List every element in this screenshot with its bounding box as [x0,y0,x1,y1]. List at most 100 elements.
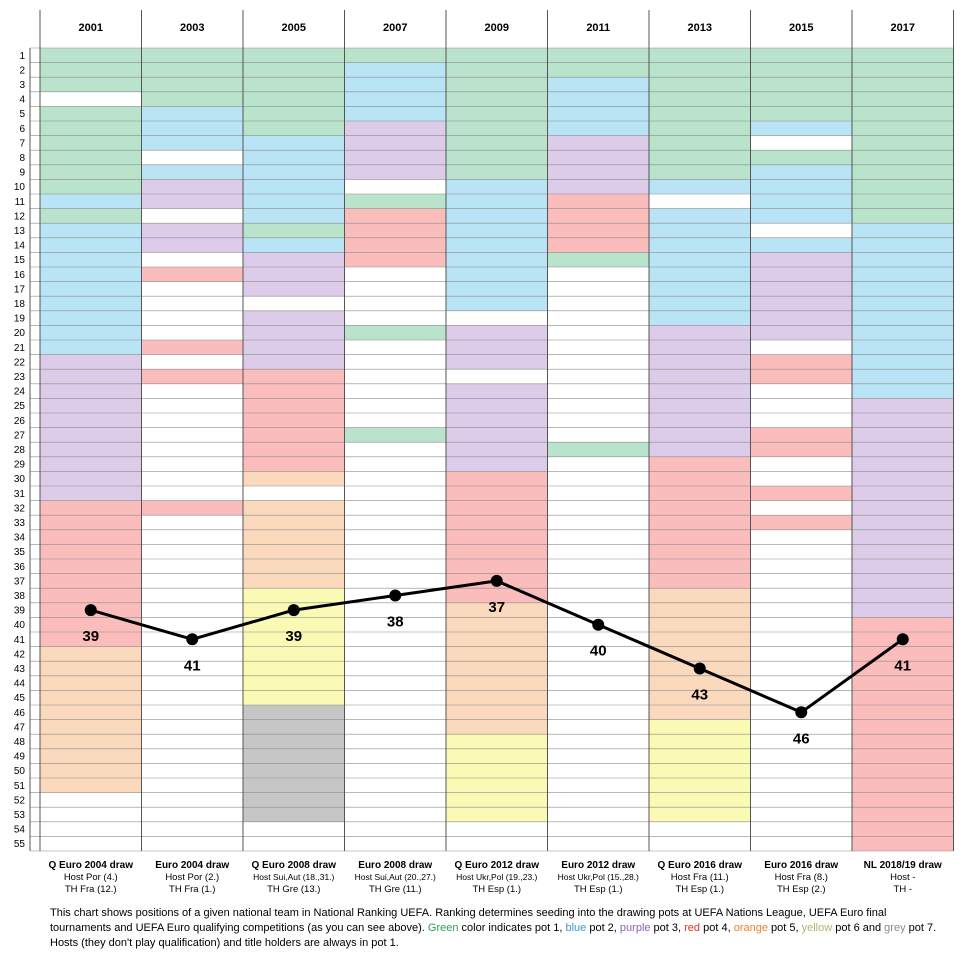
y-tick-label: 37 [14,576,26,587]
ranking-point [896,633,909,646]
pot-cell-none [446,369,548,384]
pot-cell-pot1 [750,48,852,121]
y-tick-label: 1 [19,51,25,62]
y-tick-label: 5 [19,109,25,120]
pot-cell-pot4 [141,267,243,282]
pot-cell-pot2 [40,194,142,209]
desc-green: Green [427,922,459,934]
y-tick-label: 13 [14,226,26,237]
desc-purple: purple [619,922,651,934]
ranking-point [693,662,706,675]
year-label: 2005 [282,22,306,34]
ranking-value-label: 39 [82,628,99,645]
y-tick-label: 17 [14,284,26,295]
desc-part8: pot 7. Hosts (they don't play qualificat… [50,922,937,949]
pot-cell-pot1 [547,252,649,267]
pot-cell-pot4 [243,369,345,472]
desc-part1: This chart shows positions of a given na… [50,907,887,934]
column-event-label: Q Euro 2004 draw [49,860,134,871]
y-tick-label: 27 [14,430,26,441]
column-holder-label: TH - [894,884,912,895]
y-tick-label: 25 [14,401,26,412]
column-host-label: Host Por (2.) [165,872,219,883]
column-holder-label: TH Fra (1.) [169,884,215,895]
y-tick-label: 18 [14,299,26,310]
pot-cell-pot2 [141,106,243,151]
pot-cell-pot1 [243,223,345,238]
y-tick-label: 39 [14,606,26,617]
y-tick-label: 33 [14,518,26,529]
pot-cell-none [344,179,446,194]
y-tick-label: 24 [14,387,26,398]
chart-description: This chart shows positions of a given na… [50,906,950,951]
year-label: 2001 [79,22,103,34]
y-tick-label: 52 [14,795,26,806]
y-tick-label: 41 [14,635,26,646]
y-tick-label: 2 [19,65,25,76]
pot-cell-pot2 [243,237,345,253]
y-tick-label: 53 [14,810,26,821]
column-host-label: Host Fra (11.) [671,872,729,883]
column-host-label: Host Sui,Aut (20.,27.) [355,872,436,882]
pot-cell-none [243,296,345,311]
y-tick-label: 16 [14,270,26,281]
pot-cell-none [750,383,852,428]
y-tick-label: 19 [14,314,26,325]
column-event-label: Euro 2004 draw [155,860,229,871]
pot-cell-none [141,515,243,851]
pot-cell-pot4 [141,500,243,516]
column-event-label: Euro 2008 draw [358,860,432,871]
ranking-point [592,618,605,631]
column-holder-label: TH Esp (1.) [472,884,521,895]
grid-lines [29,10,954,852]
year-label: 2003 [180,22,204,34]
pot-cell-pot3 [649,325,751,457]
y-tick-label: 31 [14,489,26,500]
ranking-point [389,589,402,602]
pot-cell-pot4 [750,486,852,501]
y-tick-label: 47 [14,722,26,733]
y-tick-label: 29 [14,460,26,471]
pot-cell-pot1 [649,48,751,180]
column-host-label: Host Ukr,Pol (15.,28.) [558,872,639,882]
y-tick-label: 55 [14,839,26,850]
pot-cell-none [141,252,243,267]
y-tick-label: 34 [14,533,26,544]
column-event-label: Q Euro 2016 draw [658,860,743,871]
pot-cell-none [750,500,852,516]
y-tick-label: 22 [14,357,26,368]
ranking-value-label: 46 [793,730,810,747]
pot-cell-none [141,208,243,224]
y-tick-label: 6 [19,124,25,135]
pot-cells [40,48,954,851]
y-tick-label: 28 [14,445,26,456]
y-tick-label: 40 [14,620,26,631]
ranking-value-label: 38 [387,614,404,631]
y-tick-label: 3 [19,80,25,91]
pot-cell-pot4 [141,340,243,355]
pot-cell-pot5 [446,602,548,735]
column-event-label: Q Euro 2012 draw [455,860,540,871]
y-tick-label: 49 [14,752,26,763]
pot-cell-none [750,340,852,355]
desc-red: red [684,922,701,934]
column-host-label: Host Sui,Aut (18.,31.) [253,872,334,882]
y-tick-label: 35 [14,547,26,558]
pot-cell-pot5 [243,471,345,486]
year-label: 2013 [688,22,712,34]
y-tick-label: 50 [14,766,26,777]
year-label: 2009 [485,22,509,34]
column-host-label: Host Por (4.) [64,872,118,883]
y-tick-label: 36 [14,562,26,573]
year-label: 2007 [383,22,407,34]
pot-cell-pot2 [40,223,142,355]
ranking-value-label: 43 [691,687,708,704]
pot-cell-none [141,354,243,370]
column-holder-label: TH Gre (11.) [369,884,422,895]
column-event-label: NL 2018/19 draw [864,860,942,871]
ranking-point [287,604,300,617]
y-tick-label: 7 [19,138,25,149]
pot-cell-pot1 [446,48,548,180]
ranking-line: 39 41 39 38 37 40 43 46 41 [82,574,911,747]
